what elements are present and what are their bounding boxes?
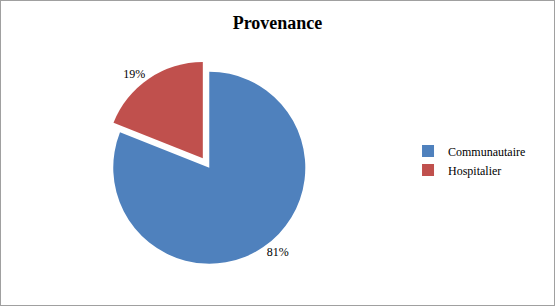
svg-text:Provenance: Provenance — [233, 13, 323, 33]
svg-text:19%: 19% — [123, 67, 145, 81]
svg-text:81%: 81% — [267, 245, 289, 259]
svg-text:Communautaire: Communautaire — [448, 145, 525, 159]
svg-text:Hospitalier: Hospitalier — [448, 164, 501, 178]
